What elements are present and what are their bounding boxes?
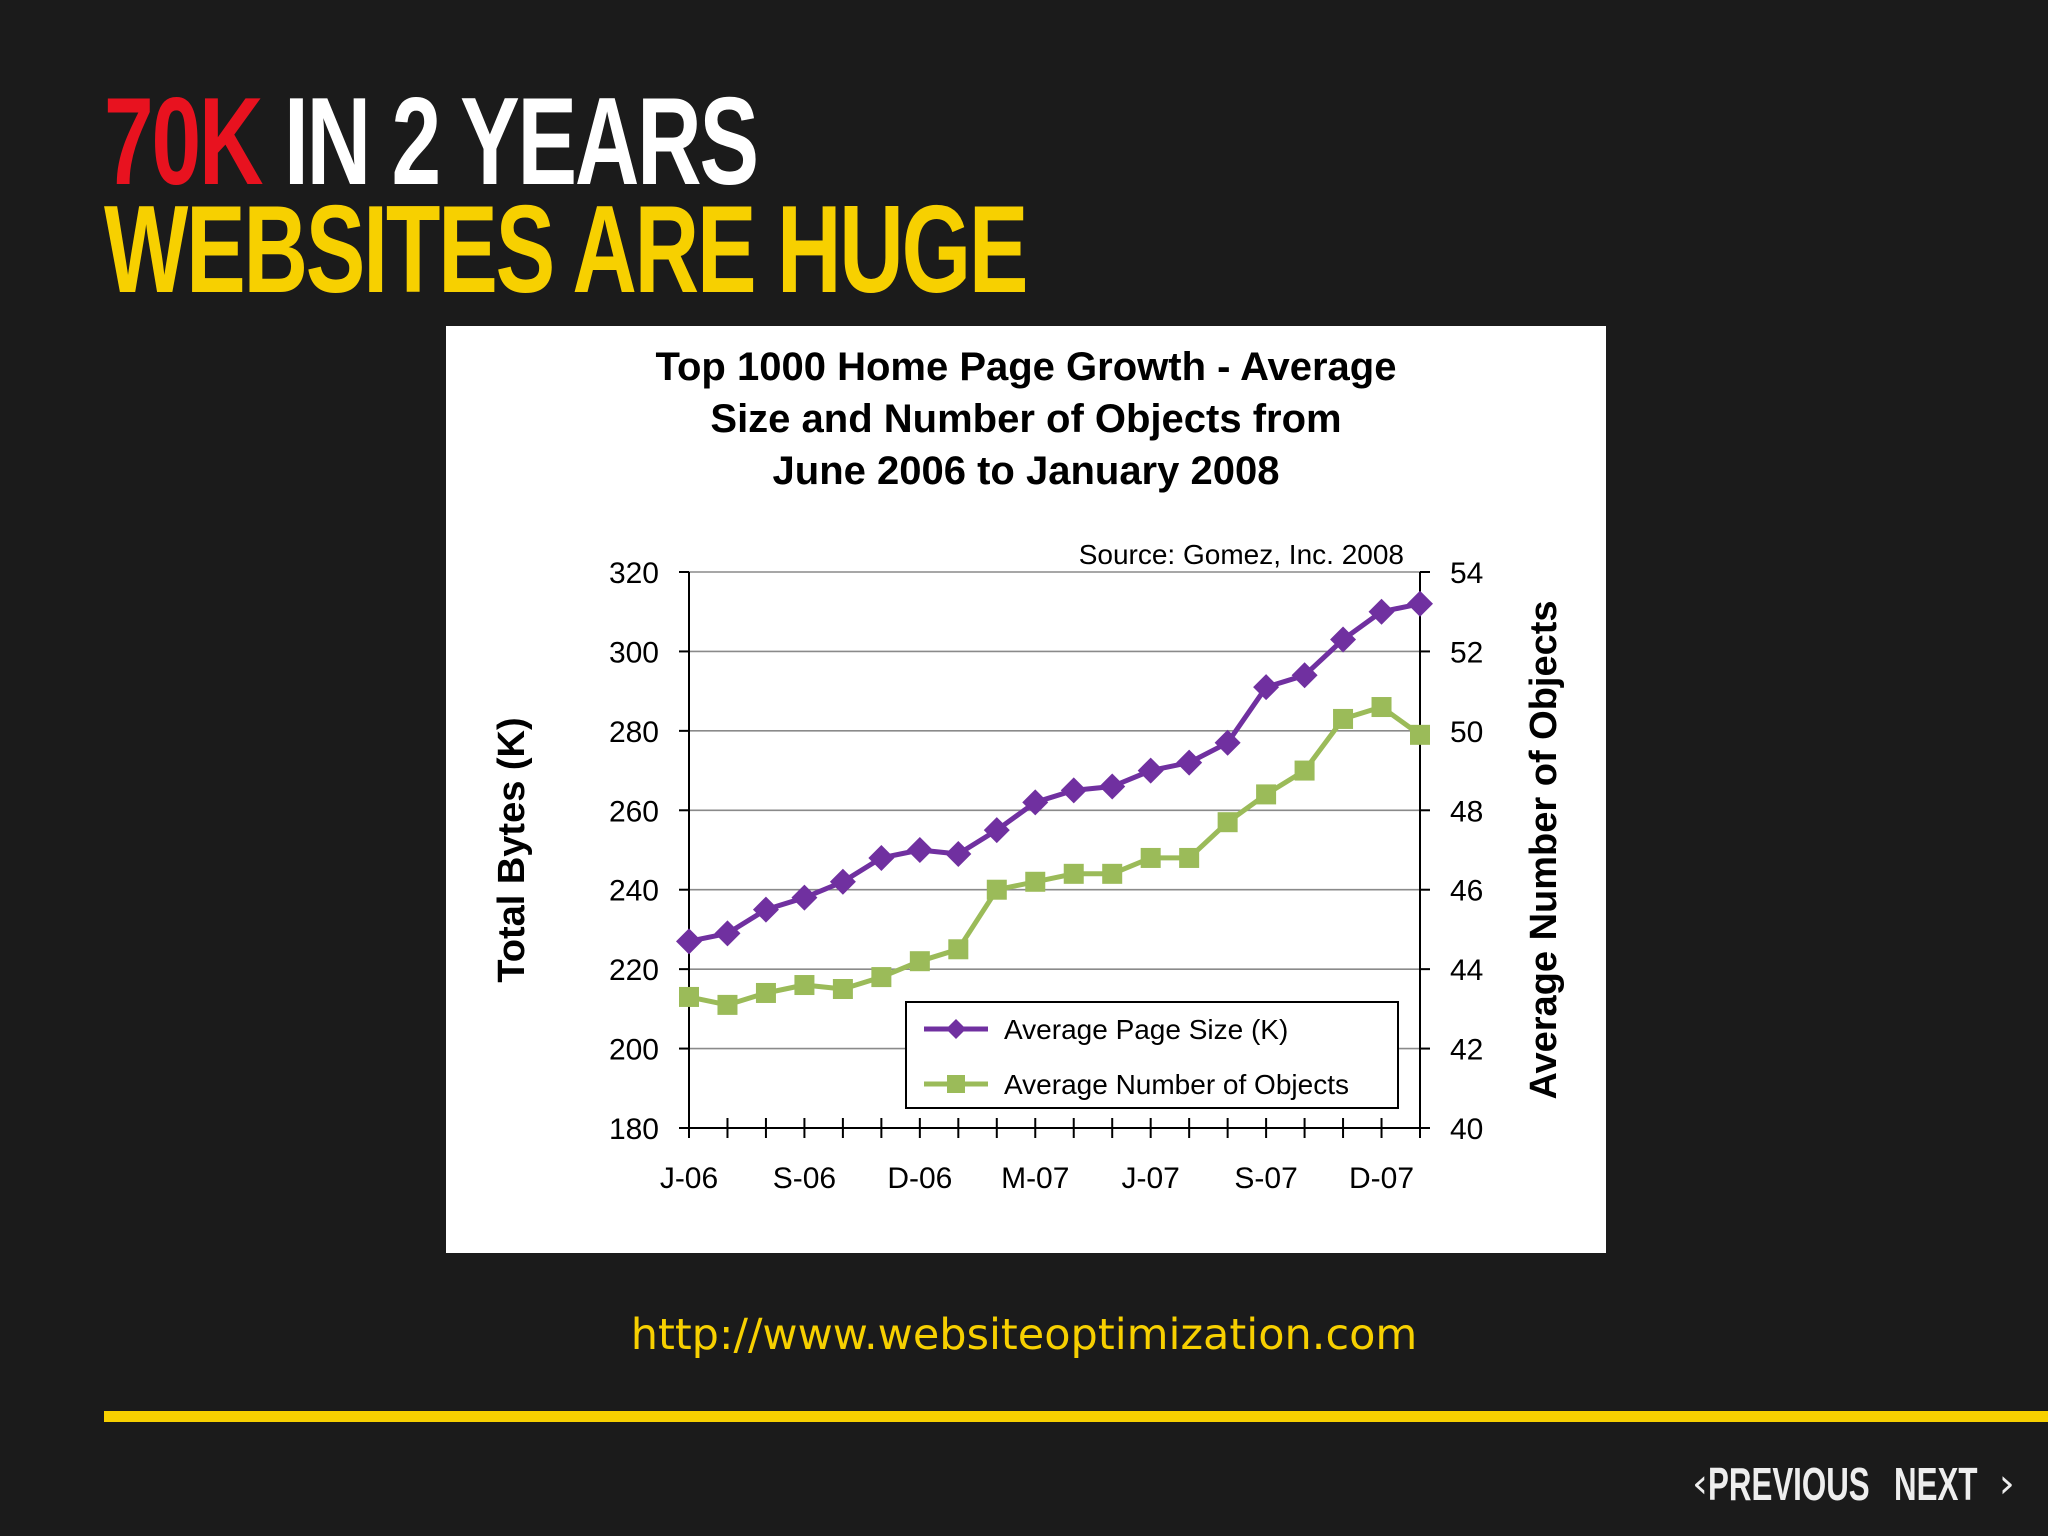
y-axis-label: Total Bytes (K) xyxy=(491,717,533,982)
data-point xyxy=(1253,674,1280,701)
next-label: NEXT xyxy=(1894,1458,1978,1510)
data-point xyxy=(1410,724,1430,745)
y-tick-label: 300 xyxy=(609,636,659,669)
data-point xyxy=(829,868,856,895)
x-tick-label: D-07 xyxy=(1349,1162,1414,1195)
chart: Top 1000 Home Page Growth - Average Size … xyxy=(491,345,1565,1195)
data-point xyxy=(1256,784,1277,805)
data-point xyxy=(1176,749,1203,776)
data-point xyxy=(1294,760,1315,781)
source-link[interactable]: http://www.websiteoptimization.com xyxy=(630,1310,1418,1360)
data-point xyxy=(948,939,969,960)
title-line-1: 70K IN 2 YEARS xyxy=(104,80,1026,204)
data-point xyxy=(752,896,779,923)
data-point xyxy=(906,837,933,863)
data-point xyxy=(868,844,895,871)
chart-panel: Top 1000 Home Page Growth - Average Size … xyxy=(446,326,1606,1253)
data-point xyxy=(1179,847,1200,868)
data-point xyxy=(986,879,1007,900)
y2-tick-label: 40 xyxy=(1450,1113,1483,1146)
y-tick-label: 240 xyxy=(609,875,659,908)
data-point xyxy=(1217,812,1238,833)
data-point xyxy=(871,967,892,988)
data-point xyxy=(1330,626,1357,653)
chart-title-line: Size and Number of Objects from xyxy=(710,397,1341,441)
title-highlight: 70K xyxy=(104,73,263,211)
data-point xyxy=(1060,777,1087,804)
data-point xyxy=(1368,598,1395,625)
legend-marker xyxy=(947,1075,965,1093)
next-button[interactable]: NEXT › xyxy=(1894,1456,2015,1512)
chart-title-line: June 2006 to January 2008 xyxy=(773,449,1280,493)
y2-axis-label: Average Number of Objects xyxy=(1523,600,1565,1099)
x-tick-label: J-07 xyxy=(1122,1162,1180,1195)
previous-label: PREVIOUS xyxy=(1708,1458,1870,1510)
y-tick-label: 280 xyxy=(609,716,659,749)
x-tick-label: S-06 xyxy=(773,1162,836,1195)
data-point xyxy=(1022,789,1049,816)
x-tick-label: M-07 xyxy=(1001,1162,1069,1195)
data-point xyxy=(1102,863,1123,884)
legend-box xyxy=(905,1001,1399,1109)
chart-title-line: Top 1000 Home Page Growth - Average xyxy=(656,345,1397,389)
data-point xyxy=(832,979,853,999)
data-point xyxy=(1140,847,1161,868)
y2-tick-label: 48 xyxy=(1450,795,1483,828)
y2-tick-label: 46 xyxy=(1450,875,1483,908)
x-tick-label: D-06 xyxy=(887,1162,952,1195)
legend-label: Average Number of Objects xyxy=(1004,1069,1349,1100)
chevron-left-icon: ‹ xyxy=(1692,1461,1708,1507)
data-point xyxy=(983,817,1010,844)
x-tick-label: J-06 xyxy=(660,1162,718,1195)
data-point xyxy=(1099,773,1126,800)
data-point xyxy=(945,840,972,867)
data-point xyxy=(1063,863,1084,884)
y-tick-label: 180 xyxy=(609,1113,659,1146)
legend-label: Average Page Size (K) xyxy=(1004,1014,1288,1045)
y2-tick-label: 54 xyxy=(1450,557,1483,590)
source-annotation: Source: Gomez, Inc. 2008 xyxy=(1079,539,1404,570)
data-point xyxy=(1291,662,1318,689)
chevron-right-icon: › xyxy=(1998,1461,2015,1507)
data-point xyxy=(1371,697,1392,718)
series-line xyxy=(688,704,1422,1008)
y-tick-label: 220 xyxy=(609,954,659,987)
y2-tick-label: 42 xyxy=(1450,1034,1483,1067)
data-point xyxy=(1333,708,1354,729)
previous-button[interactable]: ‹ PREVIOUS xyxy=(1692,1456,1946,1512)
legend-marker xyxy=(946,1019,966,1039)
y2-tick-label: 50 xyxy=(1450,716,1483,749)
data-point xyxy=(676,928,702,955)
y-tick-label: 200 xyxy=(609,1034,659,1067)
divider-line xyxy=(104,1411,2048,1422)
y-tick-label: 260 xyxy=(609,795,659,828)
title-line-2: WEBSITES ARE HUGE xyxy=(104,181,1028,319)
data-point xyxy=(1025,871,1046,892)
slide-title: 70K IN 2 YEARS WEBSITES ARE HUGE xyxy=(104,80,1385,319)
data-point xyxy=(791,884,818,911)
data-point xyxy=(909,951,930,972)
y2-tick-label: 52 xyxy=(1450,636,1483,669)
y-tick-label: 320 xyxy=(609,557,659,590)
data-point xyxy=(1214,729,1241,756)
title-rest: IN 2 YEARS xyxy=(283,73,759,211)
data-point xyxy=(717,994,738,1015)
data-point xyxy=(1137,757,1164,784)
data-point xyxy=(679,986,699,1007)
data-point xyxy=(794,975,815,996)
data-point xyxy=(714,920,741,947)
data-point xyxy=(1407,590,1433,617)
y2-tick-label: 44 xyxy=(1450,954,1483,987)
data-point xyxy=(755,982,776,1003)
x-tick-label: S-07 xyxy=(1234,1162,1297,1195)
